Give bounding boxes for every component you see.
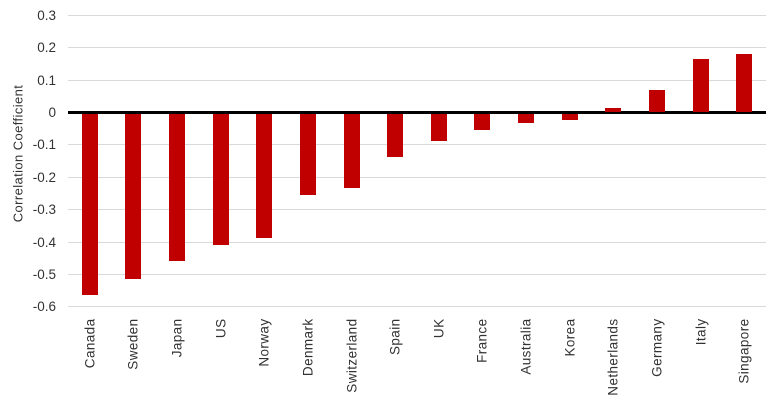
- gridline: [68, 79, 766, 81]
- bar-denmark: [299, 113, 316, 195]
- gridline: [68, 306, 766, 308]
- y-tick-label: 0: [48, 105, 56, 120]
- y-tick-label: 0.2: [37, 40, 56, 56]
- y-tick-label: -0.5: [32, 267, 56, 282]
- bar-australia: [518, 113, 535, 124]
- y-tick-label: 0.3: [37, 7, 56, 23]
- bar-france: [474, 113, 491, 130]
- x-label-netherlands: Netherlands: [605, 318, 621, 396]
- x-label-australia: Australia: [518, 318, 534, 375]
- bar-spain: [387, 113, 404, 158]
- x-label-switzerland: Switzerland: [344, 318, 360, 393]
- x-label-norway: Norway: [256, 318, 272, 367]
- x-label-japan: Japan: [169, 318, 185, 358]
- y-tick-label: 0.1: [37, 72, 56, 88]
- bar-canada: [81, 113, 98, 296]
- y-tick-label: -0.6: [32, 299, 56, 315]
- bar-us: [212, 113, 229, 245]
- gridline: [68, 14, 766, 16]
- y-tick-label: -0.4: [32, 234, 56, 250]
- bar-korea: [561, 113, 578, 121]
- x-label-singapore: Singapore: [736, 318, 752, 384]
- bar-italy: [692, 59, 709, 113]
- bar-switzerland: [343, 113, 360, 189]
- gridline: [68, 144, 766, 146]
- gridline: [68, 47, 766, 49]
- bar-singapore: [736, 54, 753, 113]
- x-label-italy: Italy: [693, 318, 709, 346]
- x-label-denmark: Denmark: [300, 318, 316, 377]
- y-tick-label: -0.3: [32, 202, 56, 218]
- x-label-korea: Korea: [562, 318, 578, 357]
- gridline: [68, 209, 766, 211]
- y-tick-label: -0.2: [32, 169, 56, 185]
- gridline: [68, 176, 766, 178]
- bar-uk: [430, 113, 447, 142]
- x-label-germany: Germany: [649, 318, 665, 377]
- bar-norway: [256, 113, 273, 239]
- x-label-sweden: Sweden: [125, 318, 141, 370]
- gridline: [68, 241, 766, 243]
- x-label-france: France: [474, 318, 490, 363]
- bar-germany: [648, 89, 665, 113]
- bar-sweden: [125, 113, 142, 279]
- bar-netherlands: [605, 107, 622, 113]
- gridline: [68, 274, 766, 275]
- x-label-canada: Canada: [82, 318, 98, 369]
- x-label-us: US: [213, 318, 229, 339]
- x-label-spain: Spain: [387, 318, 403, 356]
- y-tick-label: -0.1: [32, 137, 56, 153]
- bar-japan: [169, 113, 186, 262]
- x-label-uk: UK: [431, 318, 447, 339]
- zero-axis-line: [68, 111, 766, 114]
